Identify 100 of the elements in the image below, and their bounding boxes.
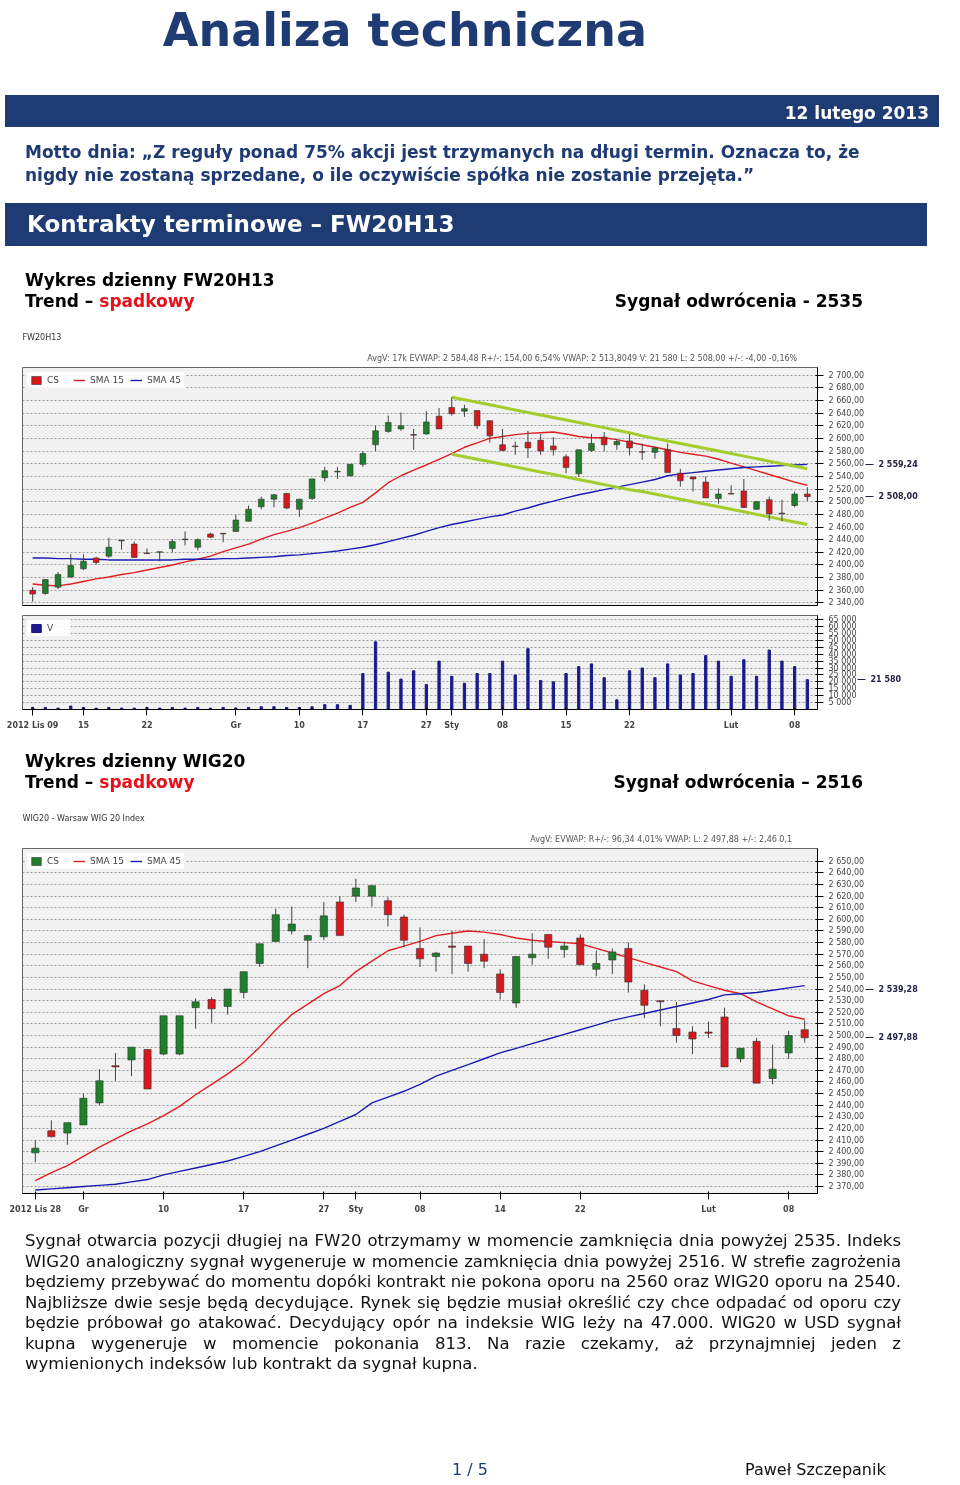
x-tick-label: 27 xyxy=(318,1204,330,1214)
x-tick-label: 17 xyxy=(357,720,369,730)
y-tick-label: 15 000 xyxy=(828,684,857,694)
text: Sygnał odwrócenia – 2516 xyxy=(613,772,863,794)
y-tick-label: 2 560,00 xyxy=(828,459,865,469)
y-tick-label: 2 500,00 xyxy=(828,497,865,507)
y-tick-label: 60 000 xyxy=(828,622,857,632)
y-tick-label: 2 490,00 xyxy=(828,1042,865,1052)
y-tick-label: 2 360,00 xyxy=(828,585,865,595)
x-tick-label: Lut xyxy=(723,720,739,730)
chart-title: Wykres dzienny FW20H13 xyxy=(25,270,276,292)
legend-label: CS xyxy=(47,375,60,386)
x-tick-label: 22 xyxy=(623,720,636,730)
text: Motto dnia: „Z reguły ponad 75% akcji jest trzymanych na długi termin. Oznacza to, że nigdy nie zostaną sprzedane, o ile oczywiście spółka nie zostanie przejęta.” xyxy=(24,141,861,188)
y-tick-label: 2 570,00 xyxy=(828,949,865,959)
y-tick-label: 2 540,00 xyxy=(828,984,865,994)
x-tick-label: 08 xyxy=(496,720,509,730)
y-tick-label: 2 560,00 xyxy=(828,961,865,971)
text: 2 539,28 xyxy=(878,985,919,995)
y-tick-label: 2 440,00 xyxy=(828,535,865,545)
x-tick-label: 15 xyxy=(77,720,90,730)
legend-label: SMA 45 xyxy=(146,375,181,386)
y-tick-label: 2 470,00 xyxy=(828,1065,865,1075)
y-tick-label: 2 520,00 xyxy=(828,484,865,494)
text: Kontrakty terminowe – FW20H13 xyxy=(5,203,927,247)
y-tick-label: 2 630,00 xyxy=(828,880,865,890)
y-tick-label: 2 530,00 xyxy=(828,996,865,1006)
y-tick-label: 2 580,00 xyxy=(828,938,865,948)
y-tick-label: 2 700,00 xyxy=(828,370,865,380)
y-tick-label: 2 370,00 xyxy=(828,1182,865,1192)
text: AvgV: EVWAP: R+/-: 96,34 4,01% VWAP: L: 2 497,88 +/-: 2,46 0,1 xyxy=(530,834,793,844)
x-tick-label: Lut xyxy=(701,1204,716,1214)
text: AvgV: 17k EVWAP: 2 584,48 R+/-: 154,00 6,54% VWAP: 2 513,8049 V: 21 580 L: 2 508,00 +/-: -4,00 -0,16% xyxy=(367,353,798,363)
x-tick-label: 08 xyxy=(414,1204,426,1214)
text: Sygnał otwarcia pozycji długiej na FW20 otrzymamy w momencie zamknięcia dnia powyżej 2535. Indeks WIG20 analogiczny sygnał wygeneruje w momencie zamknięcia dnia powyżej 2516. W strefie zagrożenia będziemy przebywać do momentu dopóki kontrakt nie pokona oporu na 2560 oraz WIG20 oporu na 2540. Najbliższe dwie sesje będą decydujące. Rynek się będzie musiał określić czy chce odpadać od oporu czy będzie próbował go atakować. Decydujący opór na indeksie WIG leży na 47.000. WIG20 w USD sygnał kupna wygeneruje w momencie pokonania 813. Na razie czekamy, aż przynajmniej jeden z wymienionych indeksów lub kontrakt da sygnał kupna. xyxy=(24,1230,902,1375)
y-tick-label: 65 000 xyxy=(828,615,857,625)
x-tick-label: 14 xyxy=(494,1204,507,1214)
y-tick-label: 2 520,00 xyxy=(828,1007,865,1017)
legend-label: SMA 45 xyxy=(146,856,181,867)
y-tick-label: 2 610,00 xyxy=(828,903,865,913)
x-tick-label: 22 xyxy=(574,1204,586,1214)
y-tick-label: 2 450,00 xyxy=(828,1089,865,1099)
text: 1 / 5 xyxy=(452,1458,488,1481)
y-tick-label: 2 480,00 xyxy=(828,509,865,519)
x-tick-label: 15 xyxy=(560,720,573,730)
y-tick-label: 2 420,00 xyxy=(828,547,865,557)
legend-label: V xyxy=(47,623,55,634)
y-tick-label: 2 540,00 xyxy=(828,472,865,481)
x-tick-label: 27 xyxy=(420,720,432,730)
y-tick-label: 25 000 xyxy=(828,670,857,680)
y-tick-label: 2 660,00 xyxy=(828,396,865,406)
y-tick-label: 2 430,00 xyxy=(828,1112,865,1122)
chart-title: Wykres dzienny WIG20 xyxy=(25,751,247,773)
text: 2 559,24 xyxy=(878,459,919,469)
x-tick-label: 17 xyxy=(238,1204,250,1214)
y-tick-label: 2 600,00 xyxy=(828,434,865,444)
y-tick-label: 2 620,00 xyxy=(828,421,865,431)
text: Paweł Szczepanik xyxy=(745,1458,886,1481)
y-tick-label: 2 390,00 xyxy=(828,1158,865,1168)
y-tick-label: 2 640,00 xyxy=(828,408,865,418)
y-tick-label: 35 000 xyxy=(828,656,857,666)
y-tick-label: 2 440,00 xyxy=(828,1100,865,1110)
x-tick-label: 2012 Lis 09 xyxy=(6,720,59,730)
y-tick-label: 2 500,00 xyxy=(828,1031,865,1041)
y-tick-label: 30 000 xyxy=(828,663,857,673)
x-tick-label: 10 xyxy=(293,720,306,730)
text: 2 497,88 xyxy=(878,1033,919,1043)
y-tick-label: 2 550,00 xyxy=(828,973,865,983)
text: 12 lutego 2013 xyxy=(5,95,939,128)
legend-label: SMA 15 xyxy=(90,856,124,867)
y-tick-label: 2 510,00 xyxy=(828,1019,865,1029)
text: Sygnał odwrócenia - 2535 xyxy=(614,291,863,313)
y-tick-label: 2 410,00 xyxy=(828,1135,865,1145)
y-tick-label: 10 000 xyxy=(828,691,857,701)
x-tick-label: 08 xyxy=(783,1204,795,1214)
y-tick-label: 5 000 xyxy=(828,698,852,708)
y-tick-label: 2 340,00 xyxy=(828,598,865,608)
y-tick-label: 2 420,00 xyxy=(828,1124,865,1134)
y-tick-label: 20 000 xyxy=(828,677,857,687)
text: 2 508,00 xyxy=(878,492,919,502)
chart-subtitle: Trend – spadkowy xyxy=(25,772,195,794)
x-tick-label: 2012 Lis 28 xyxy=(9,1204,62,1214)
y-tick-label: 2 680,00 xyxy=(828,383,865,393)
x-tick-label: 08 xyxy=(789,720,801,730)
y-tick-label: 2 650,00 xyxy=(828,856,865,866)
y-tick-label: 2 640,00 xyxy=(828,868,865,878)
text: Analiza techniczna xyxy=(161,3,649,57)
x-tick-label: 22 xyxy=(141,720,153,730)
chart-subtitle: Trend – spadkowy xyxy=(25,291,195,313)
text: FW20H13 xyxy=(22,332,62,342)
legend-label: CS xyxy=(47,856,60,867)
text: 21 580 xyxy=(870,675,902,685)
y-tick-label: 2 380,00 xyxy=(828,1170,865,1180)
x-tick-label: Sty xyxy=(444,720,460,730)
y-tick-label: 2 380,00 xyxy=(828,573,865,583)
y-tick-label: 2 580,00 xyxy=(828,446,865,456)
x-tick-label: Gr xyxy=(230,720,242,730)
y-tick-label: 2 480,00 xyxy=(828,1054,865,1064)
x-tick-label: Gr xyxy=(78,1204,89,1214)
y-tick-label: 2 400,00 xyxy=(828,560,865,570)
